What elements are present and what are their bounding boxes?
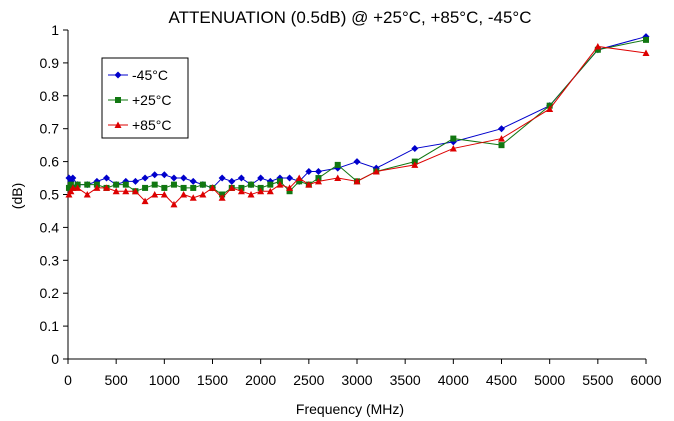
legend: -45°C +25°C +85°C [102, 58, 188, 138]
y-tick-label: 0.3 [40, 252, 60, 268]
legend-marker [115, 97, 121, 103]
data-point [199, 191, 206, 198]
y-tick-label: 0.2 [40, 285, 60, 301]
data-point [296, 175, 303, 182]
data-point [248, 191, 255, 198]
y-tick-label: 0.8 [40, 88, 60, 104]
x-tick-label: 1000 [149, 372, 180, 388]
data-point [238, 175, 245, 182]
legend-label: -45°C [132, 67, 168, 83]
data-point [594, 43, 601, 50]
data-point [151, 171, 158, 178]
x-tick-label: 0 [64, 372, 72, 388]
data-point [190, 194, 197, 201]
data-point [335, 162, 341, 168]
y-tick-label: 0.5 [40, 187, 60, 203]
data-point [228, 178, 235, 185]
data-point [152, 182, 158, 188]
y-tick-label: 0.6 [40, 154, 60, 170]
data-point [180, 175, 187, 182]
x-tick-label: 3500 [390, 372, 421, 388]
data-point [142, 175, 149, 182]
y-tick-label: 0.9 [40, 55, 60, 71]
data-point [499, 142, 505, 148]
x-tick-label: 5500 [582, 372, 613, 388]
data-point [286, 175, 293, 182]
x-tick-label: 3000 [341, 372, 372, 388]
data-point [267, 182, 273, 188]
x-tick-label: 4000 [438, 372, 469, 388]
data-point [84, 182, 90, 188]
data-point [142, 185, 148, 191]
data-point [171, 182, 177, 188]
data-point [170, 175, 177, 182]
y-tick-label: 0.1 [40, 318, 60, 334]
legend-label: +25°C [132, 92, 171, 108]
data-point [123, 182, 129, 188]
x-tick-label: 5000 [534, 372, 565, 388]
data-point [248, 182, 254, 188]
data-point [354, 158, 361, 165]
x-axis-title: Frequency (MHz) [296, 401, 404, 417]
x-tick-label: 6000 [630, 372, 661, 388]
data-point [190, 185, 196, 191]
data-point [103, 175, 110, 182]
x-tick-label: 1500 [197, 372, 228, 388]
x-tick-label: 500 [104, 372, 128, 388]
data-point [315, 168, 322, 175]
x-tick-label: 4500 [486, 372, 517, 388]
y-tick-label: 0 [51, 351, 59, 367]
data-point [161, 171, 168, 178]
data-point [190, 178, 197, 185]
y-axis-title: (dB) [9, 183, 25, 209]
data-point [498, 125, 505, 132]
data-point [257, 175, 264, 182]
data-point [498, 135, 505, 142]
x-tick-label: 2500 [293, 372, 324, 388]
data-point [643, 37, 649, 43]
y-tick-label: 0.4 [40, 219, 60, 235]
data-point [334, 175, 341, 182]
data-point [411, 145, 418, 152]
data-point [450, 136, 456, 142]
data-point [180, 191, 187, 198]
data-point [132, 178, 139, 185]
data-point [113, 182, 119, 188]
y-tick-label: 0.7 [40, 121, 60, 137]
y-tick-label: 1 [51, 22, 59, 38]
data-point [84, 191, 91, 198]
data-point [200, 182, 206, 188]
chart-title: ATTENUATION (0.5dB) @ +25°C, +85°C, -45°… [169, 8, 532, 27]
x-tick-label: 2000 [245, 372, 276, 388]
legend-label: +85°C [132, 117, 171, 133]
data-point [181, 185, 187, 191]
data-point [161, 185, 167, 191]
